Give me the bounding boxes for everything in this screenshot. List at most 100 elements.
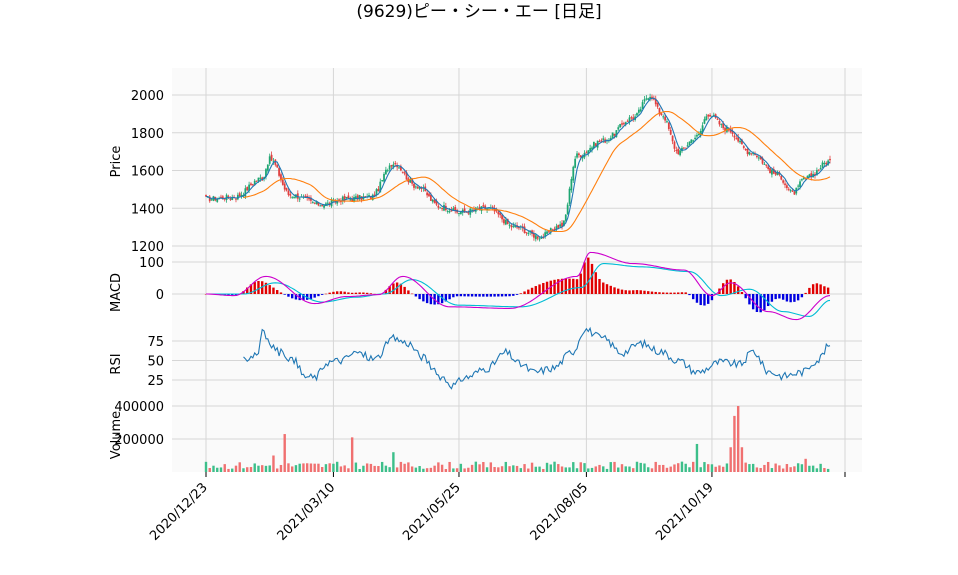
volume-bar (568, 467, 571, 472)
candle-body (675, 149, 678, 151)
candle-body (823, 162, 826, 164)
candle-body (471, 209, 473, 211)
macd-histogram-bar (632, 290, 635, 294)
candle-body (690, 139, 693, 143)
macd-histogram-bar (628, 290, 631, 294)
candle-body (250, 183, 252, 186)
candle-body (411, 178, 414, 184)
volume-bar (455, 468, 459, 472)
volume-bar (332, 463, 335, 472)
volume-bar (369, 463, 373, 472)
volume-bar (579, 462, 582, 472)
volume-bar (808, 465, 811, 472)
candle-body (789, 190, 792, 192)
candle-body (403, 172, 406, 174)
macd-histogram-bar (538, 284, 541, 294)
macd-histogram-bar (602, 282, 605, 294)
candle-body (808, 174, 811, 177)
candle-body (231, 196, 234, 200)
candle-body (317, 202, 320, 206)
volume-bar (789, 467, 792, 472)
macd-histogram-bar (545, 281, 549, 294)
volume-bar (204, 461, 208, 472)
candle-body (780, 176, 783, 180)
candle-body (600, 140, 603, 142)
chart-title: (9629)ピー・シー・エー [日足] (356, 2, 601, 22)
macd-histogram-bar (347, 292, 350, 294)
volume-bar (350, 437, 354, 472)
candle-body (630, 117, 633, 119)
macd-histogram-bar (609, 285, 612, 294)
macd-histogram-bar (373, 293, 376, 295)
macd-histogram-bar (500, 294, 504, 297)
volume-bar (557, 464, 560, 472)
macd-histogram-bar (665, 292, 669, 294)
rsi-y-tick-label: 75 (147, 335, 164, 350)
candle-body (800, 179, 803, 181)
candle-body (435, 201, 438, 205)
macd-histogram-bar (268, 285, 271, 294)
volume-bar (736, 406, 740, 472)
candle-body (748, 152, 751, 155)
volume-bar (778, 465, 781, 472)
candle-body (821, 162, 824, 168)
macd-histogram-bar (658, 292, 661, 294)
candle-body (686, 145, 689, 147)
volume-bar (635, 461, 639, 472)
candle-body (394, 163, 397, 165)
macd-histogram-bar (399, 283, 403, 294)
candle-body (310, 197, 312, 201)
rsi-y-tick-label: 50 (147, 355, 164, 370)
candle-body (285, 187, 288, 191)
volume-bar (523, 464, 526, 472)
price-y-tick-label: 1400 (131, 202, 164, 217)
volume-bar (354, 462, 358, 472)
candle-body (478, 207, 481, 210)
macd-histogram-bar (553, 279, 556, 294)
macd-histogram-bar (662, 292, 665, 294)
candle-body (651, 96, 653, 99)
candle-body (319, 205, 322, 207)
candle-body (533, 233, 535, 238)
volume-bar (497, 467, 500, 472)
candle-body (682, 147, 685, 149)
candle-body (829, 158, 831, 161)
volume-bar (699, 467, 702, 472)
volume-bar (414, 467, 418, 472)
macd-histogram-bar (362, 292, 365, 294)
macd-histogram-bar (647, 291, 650, 294)
volume-bar (530, 462, 534, 472)
candle-body (662, 116, 665, 118)
macd-histogram-bar (489, 294, 493, 297)
macd-histogram-bar (654, 291, 657, 294)
candle-body (401, 171, 404, 173)
volume-bar (658, 464, 661, 472)
volume-bar (512, 465, 515, 472)
candle-body (216, 198, 219, 202)
candle-body (473, 209, 475, 211)
candle-body (774, 172, 777, 175)
volume-bar (388, 467, 391, 472)
candle-body (598, 140, 601, 142)
candle-body (669, 129, 672, 135)
candle-body (347, 195, 350, 199)
volume-bar (500, 466, 504, 472)
candle-body (443, 205, 445, 211)
candle-body (356, 195, 359, 200)
macd-histogram-bar (583, 262, 586, 294)
volume-y-axis-label: Volume (109, 411, 124, 459)
candle-body (405, 172, 408, 180)
volume-bar (234, 465, 238, 472)
candle-body (626, 120, 629, 122)
candle-body (458, 213, 460, 215)
volume-bar (759, 468, 762, 472)
candle-body (512, 225, 515, 227)
volume-bar (534, 466, 538, 472)
candle-body (381, 180, 384, 182)
candle-body (696, 134, 698, 137)
volume-bar (347, 468, 350, 472)
macd-histogram-bar (710, 294, 714, 301)
macd-histogram-bar (482, 294, 485, 297)
macd-histogram-bar (770, 294, 774, 302)
